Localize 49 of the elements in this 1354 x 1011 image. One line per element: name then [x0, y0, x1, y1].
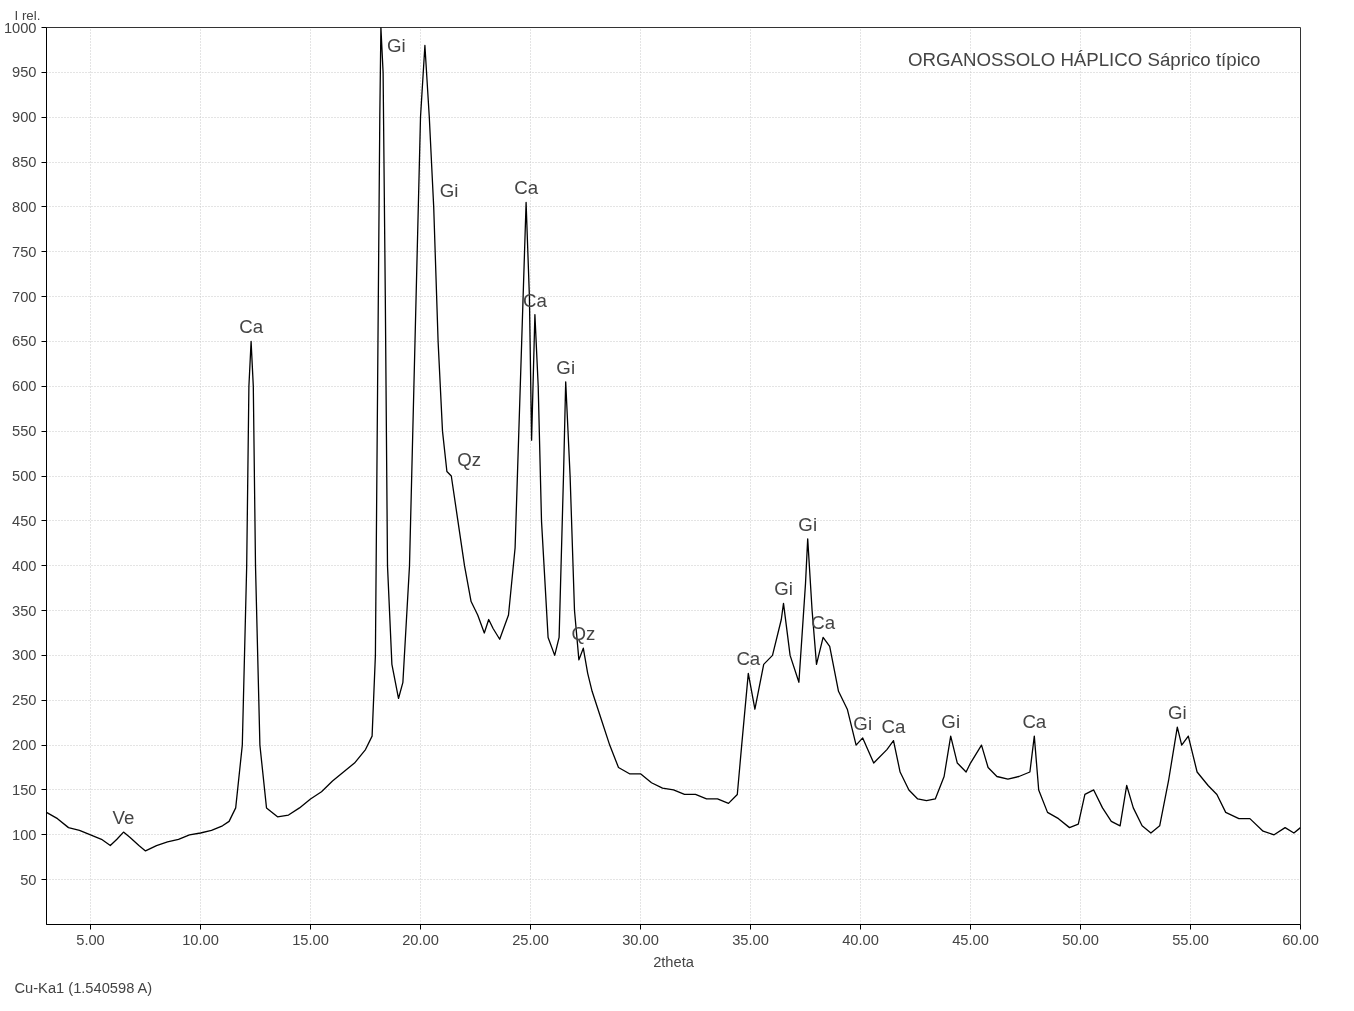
x-tick-label: 50.00: [1062, 931, 1099, 948]
y-tick-label: 950: [12, 64, 37, 81]
y-tick-label: 800: [12, 198, 37, 215]
x-tick-label: 20.00: [402, 931, 439, 948]
annotation: Gi: [556, 356, 576, 378]
y-tick-label: 300: [12, 647, 37, 664]
annotation: Ve: [112, 807, 135, 829]
y-tick-label: 500: [12, 468, 37, 484]
annotation: Ca: [239, 316, 264, 338]
annotation: Gi: [798, 513, 818, 535]
x-tick-label: 45.00: [952, 931, 989, 948]
y-tick-label: 100: [12, 826, 37, 843]
text: Cu-Ka1 (1.540598 A): [14, 979, 153, 996]
x-tick-label: 40.00: [842, 931, 879, 948]
y-tick-label: 550: [12, 423, 37, 440]
y-tick-label: 750: [12, 243, 37, 260]
x-tick-label: 55.00: [1172, 931, 1209, 948]
y-tick-label: 150: [12, 781, 37, 798]
x-tick-label: 25.00: [512, 931, 549, 948]
x-tick-label: 15.00: [292, 931, 329, 948]
y-tick-label: 900: [12, 109, 37, 126]
y-tick-label: 650: [12, 333, 37, 350]
y-tick-label: 50: [20, 871, 37, 888]
annotation: Gi: [853, 712, 873, 734]
text: ORGANOSSOLO HÁPLICO Sáprico típico: [907, 49, 1261, 70]
x-tick-label: 10.00: [182, 931, 219, 948]
x-axis-title: 2theta: [653, 953, 695, 970]
annotation: Ca: [881, 715, 907, 737]
x-tick-label: 5.00: [76, 931, 105, 948]
x-tick-label: 60.00: [1282, 931, 1319, 948]
y-tick-label: 200: [12, 737, 37, 754]
annotation: Gi: [439, 179, 459, 201]
y-tick-label: 400: [12, 557, 37, 574]
annotation: Qz: [457, 449, 482, 470]
y-tick-label: 350: [12, 602, 37, 619]
annotation: Gi: [386, 34, 406, 56]
annotation: Gi: [1167, 702, 1187, 724]
x-tick-label: 35.00: [732, 931, 769, 948]
x-tick-label: 30.00: [622, 931, 659, 948]
annotation: Gi: [774, 578, 793, 600]
y-tick-label: 600: [12, 378, 37, 395]
y-tick-label: 700: [12, 288, 37, 305]
annotation: Ca: [736, 648, 761, 670]
annotation: Gi: [941, 711, 961, 733]
annotation: Ca: [514, 177, 539, 199]
y-tick-label: 850: [12, 154, 37, 171]
y-tick-label: 450: [12, 512, 37, 529]
annotation: Ca: [1022, 711, 1047, 733]
y-tick-label: 250: [12, 692, 37, 709]
